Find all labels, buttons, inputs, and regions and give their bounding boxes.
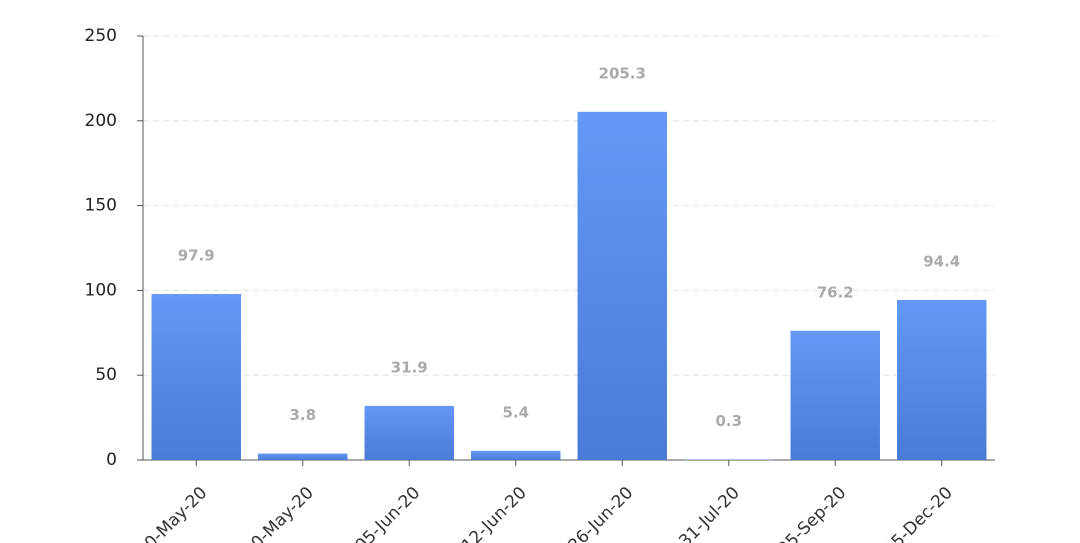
x-tick-label: 12-Jun-20: [458, 483, 531, 543]
x-tick-label: 26-Jun-20: [564, 483, 637, 543]
bar: [577, 111, 667, 460]
value-label: 97.9: [178, 246, 215, 264]
value-label: 205.3: [599, 64, 646, 82]
x-tick-label: 30-May-20: [240, 483, 318, 543]
x-tick-label: 15-Dec-20: [880, 483, 957, 543]
y-tick-label: 0: [106, 450, 117, 470]
x-tick-label: 05-Jun-20: [351, 483, 424, 543]
y-tick-label: 150: [85, 196, 117, 216]
x-tick-label: 25-Sep-20: [774, 483, 850, 543]
x-tick-label: 31-Jul-20: [675, 483, 744, 543]
value-label: 0.3: [715, 412, 742, 430]
value-label: 5.4: [502, 403, 529, 421]
value-label: 3.8: [289, 406, 316, 424]
bar: [684, 459, 774, 460]
value-label: 76.2: [817, 283, 854, 301]
y-tick-label: 100: [85, 280, 117, 300]
bar: [790, 330, 880, 460]
bar: [471, 450, 561, 460]
bar: [151, 293, 241, 460]
y-tick-label: 50: [95, 365, 117, 385]
bar: [897, 299, 987, 460]
y-tick-label: 200: [85, 111, 117, 131]
y-tick-label: 250: [85, 26, 117, 46]
bar: [364, 405, 454, 460]
value-label: 31.9: [391, 358, 428, 376]
value-label: 94.4: [923, 252, 960, 270]
bar: [258, 453, 348, 460]
x-tick-label: 20-May-20: [133, 483, 211, 543]
